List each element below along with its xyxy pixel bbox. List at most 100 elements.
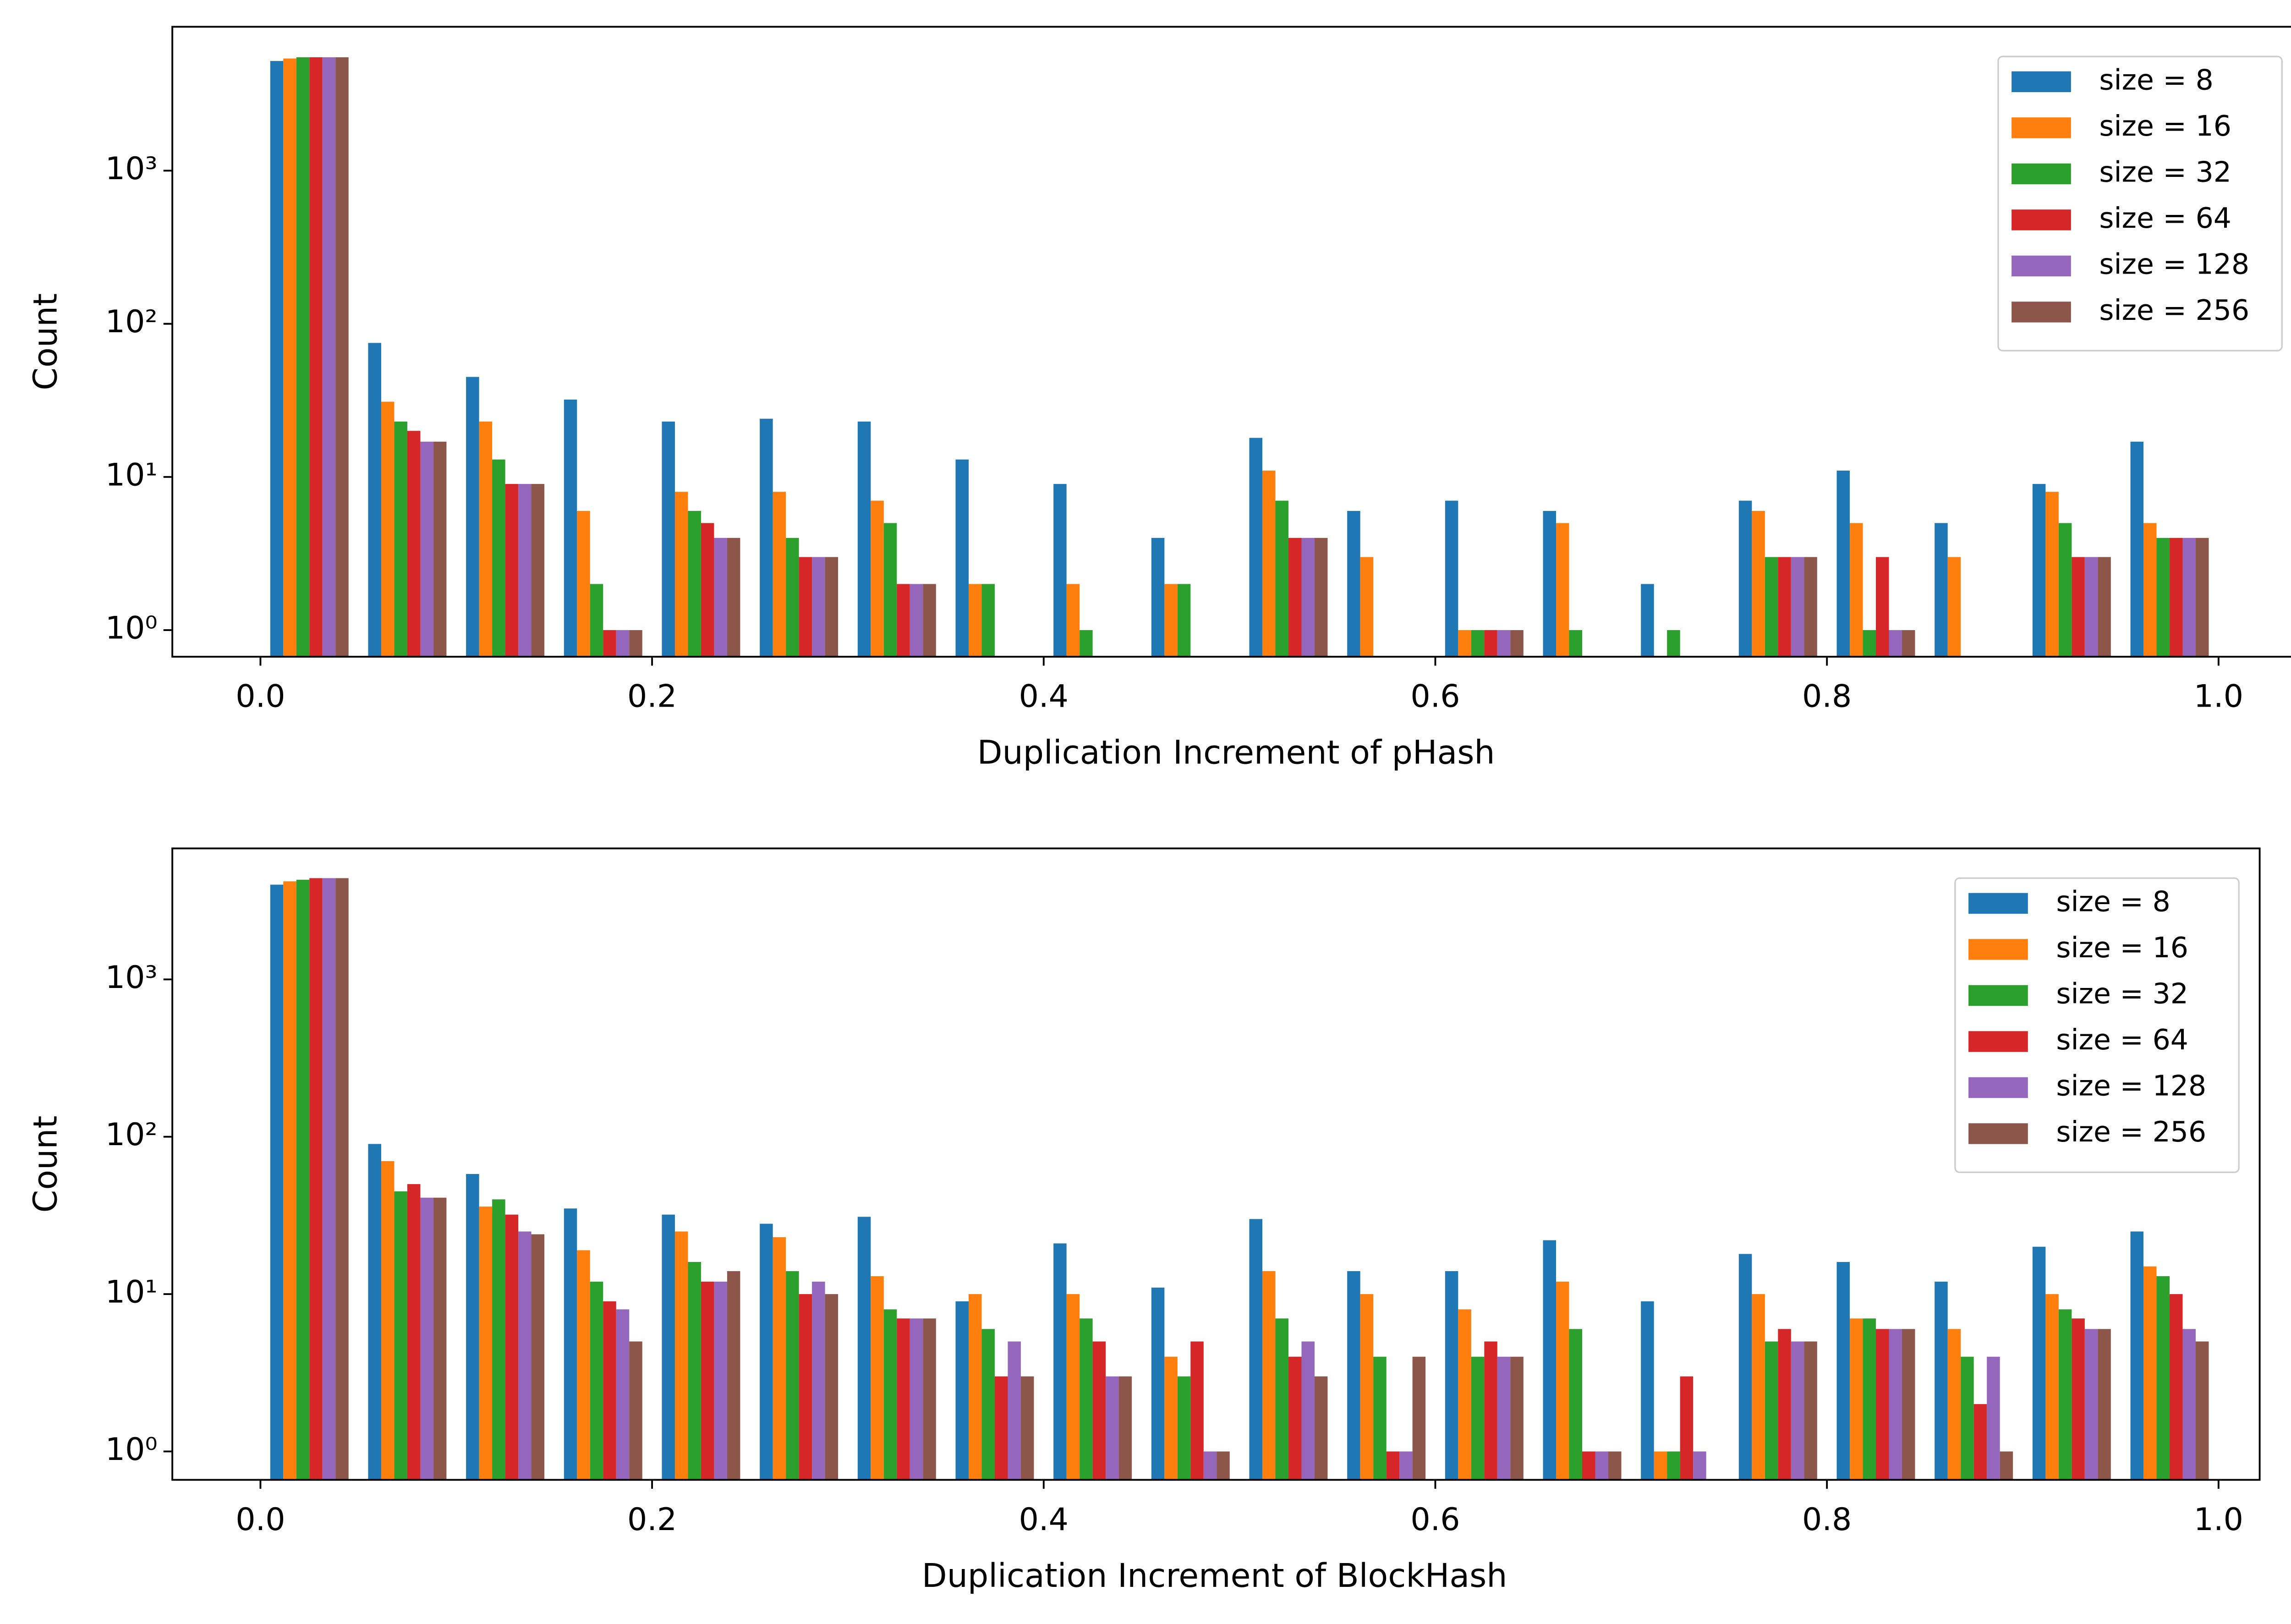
bar xyxy=(1262,471,1276,657)
y-tick-label: 10⁰ xyxy=(105,1432,158,1468)
x-tick-label: 0.6 xyxy=(1410,1502,1460,1538)
bar xyxy=(1164,1356,1178,1480)
legend-label: size = 32 xyxy=(2099,155,2231,188)
bar xyxy=(2196,1341,2209,1480)
bar xyxy=(2000,1451,2013,1480)
bar xyxy=(2196,538,2209,657)
bar xyxy=(2072,557,2085,657)
bar xyxy=(1876,557,1889,657)
bar xyxy=(2058,523,2072,657)
bar xyxy=(701,523,714,657)
bar xyxy=(1765,1341,1778,1480)
bar xyxy=(1314,538,1328,657)
bar xyxy=(857,1217,871,1480)
legend-label: size = 128 xyxy=(2056,1070,2206,1103)
bar xyxy=(1987,1356,2000,1480)
bar xyxy=(1556,1281,1569,1480)
legend-swatch xyxy=(2011,209,2071,230)
bar xyxy=(1947,557,1961,657)
bar xyxy=(662,1214,675,1480)
bar xyxy=(479,1207,493,1480)
bar xyxy=(1080,630,1093,657)
bar xyxy=(871,500,884,657)
bar xyxy=(799,1294,812,1480)
bar xyxy=(1791,557,1804,657)
bar xyxy=(1066,584,1080,657)
bar xyxy=(674,492,688,657)
bar xyxy=(786,1271,799,1480)
bar xyxy=(1458,630,1471,657)
bar xyxy=(760,1223,773,1480)
bar xyxy=(283,881,296,1480)
bar xyxy=(825,1294,839,1480)
subplot: 0.0 0.2 0.4 0.6 0.8 1.0 10⁰ 10¹ 10² 10³ Duplicatio… xyxy=(26,26,2291,772)
bar xyxy=(2170,538,2183,657)
bar xyxy=(1641,584,1654,657)
bar xyxy=(760,418,773,657)
legend-label: size = 8 xyxy=(2056,885,2170,918)
bar xyxy=(335,878,349,1480)
bar xyxy=(479,421,493,657)
bar xyxy=(505,484,519,657)
x-tick-label: 0.6 xyxy=(1410,679,1460,715)
bar xyxy=(897,584,910,657)
y-tick-label: 10³ xyxy=(105,151,158,187)
x-tick-label: 0.0 xyxy=(236,679,285,715)
bar xyxy=(1080,1318,1093,1480)
bar xyxy=(577,1250,590,1480)
bar xyxy=(1804,1341,1817,1480)
bar xyxy=(2182,538,2196,657)
x-tick-label: 0.4 xyxy=(1019,679,1069,715)
legend-swatch xyxy=(1968,939,2028,960)
x-tick-label: 1.0 xyxy=(2194,1502,2243,1538)
legend-label: size = 128 xyxy=(2099,248,2249,281)
bar xyxy=(799,557,812,657)
bar xyxy=(1935,523,1948,657)
bar xyxy=(2032,484,2046,657)
bar xyxy=(492,1199,505,1480)
bar xyxy=(2170,1294,2183,1480)
bar xyxy=(616,630,630,657)
bar xyxy=(1177,584,1191,657)
bar xyxy=(1106,1376,1119,1480)
bar xyxy=(1151,1287,1165,1480)
bar xyxy=(1765,557,1778,657)
bar xyxy=(420,1197,433,1480)
bar xyxy=(1947,1329,1961,1480)
bar xyxy=(1889,630,1902,657)
x-tick-label: 1.0 xyxy=(2194,679,2243,715)
bar xyxy=(1066,1294,1080,1480)
bar xyxy=(407,431,421,657)
bar xyxy=(923,584,936,657)
bar xyxy=(2032,1246,2046,1480)
legend-label: size = 32 xyxy=(2056,977,2188,1010)
bar xyxy=(381,401,395,657)
bar xyxy=(1445,1271,1458,1480)
legend-swatch xyxy=(1968,985,2028,1006)
legend-label: size = 64 xyxy=(2099,202,2231,235)
bar xyxy=(2182,1329,2196,1480)
y-tick-label: 10¹ xyxy=(105,1274,158,1311)
bar xyxy=(1262,1271,1276,1480)
bar xyxy=(420,441,433,657)
bar xyxy=(1641,1301,1654,1480)
bar xyxy=(923,1318,936,1480)
bar xyxy=(1836,471,1850,657)
bar xyxy=(1249,438,1263,657)
bar xyxy=(773,492,786,657)
bar xyxy=(786,538,799,657)
bar xyxy=(1836,1262,1850,1480)
bar xyxy=(674,1231,688,1480)
bar xyxy=(466,1174,479,1480)
bar xyxy=(727,538,740,657)
axes-frame xyxy=(171,26,2291,658)
y-axis-label: Count xyxy=(26,1116,64,1213)
bar xyxy=(812,1281,825,1480)
bar xyxy=(1177,1376,1191,1480)
bar xyxy=(688,510,701,657)
y-axis-label: Count xyxy=(26,293,64,390)
y-tick-label: 10² xyxy=(105,304,158,340)
bar xyxy=(2084,1329,2098,1480)
bar xyxy=(981,584,995,657)
